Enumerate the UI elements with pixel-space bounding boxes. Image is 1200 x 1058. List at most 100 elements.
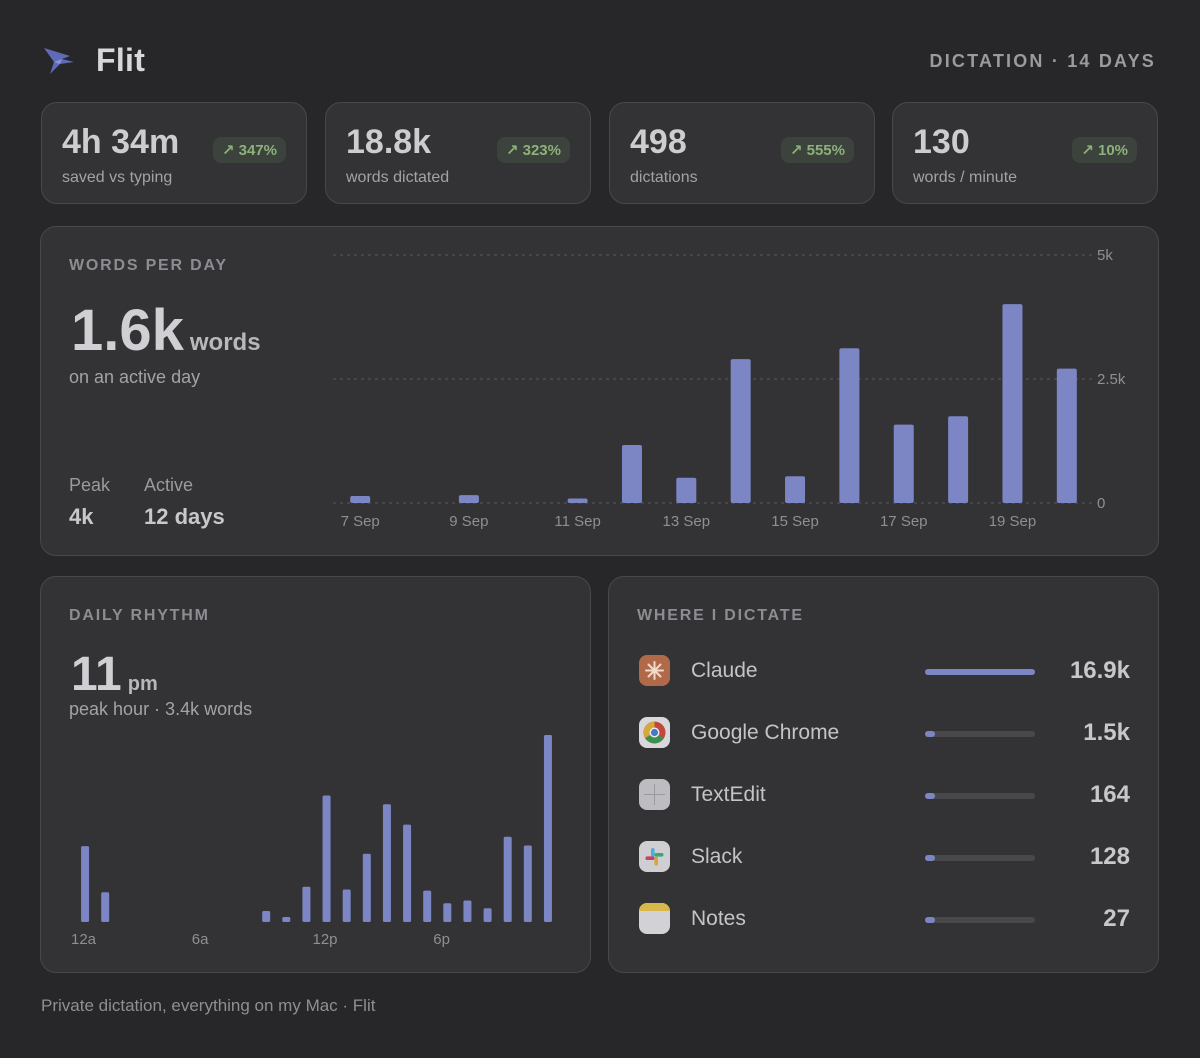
usage-bar: [925, 793, 1035, 799]
bar-15-sep: [785, 476, 806, 503]
app-name: TextEdit: [691, 783, 766, 806]
slack-icon: [639, 841, 670, 872]
flit-logo-icon: [40, 42, 76, 78]
footer-text: Private dictation, everything on my Mac …: [41, 996, 376, 1015]
stat-value: 130: [913, 123, 970, 161]
average-words-value: 1.6k words: [71, 297, 261, 364]
x-tick-label: 12p: [313, 931, 338, 948]
big-unit: words: [189, 329, 261, 356]
panel-title: WHERE I DICTATE: [637, 607, 804, 624]
x-tick-label: 13 Sep: [663, 513, 711, 530]
bar-18-sep: [948, 416, 969, 503]
x-tick-label: 7 Sep: [341, 513, 380, 530]
bar-9-sep: [458, 495, 479, 503]
date-range-label: DICTATION · 14 DAYS: [929, 51, 1156, 71]
bar-20-sep: [1056, 368, 1077, 503]
y-tick-label: 0: [1097, 495, 1105, 512]
bar-11-sep: [567, 498, 588, 503]
hour-bar-20: [483, 908, 492, 922]
hour-bar-11: [302, 886, 311, 922]
hour-bar-13: [342, 889, 351, 922]
chrome-icon: [639, 717, 670, 748]
peak-value: 4k: [69, 504, 94, 529]
usage-bar: [925, 855, 1035, 861]
notes-icon: [639, 903, 670, 934]
x-tick-label: 11 Sep: [554, 513, 600, 530]
y-tick-label: 2.5k: [1097, 371, 1126, 388]
stat-label: words / minute: [913, 169, 1018, 186]
hour-bar-0: [81, 846, 90, 922]
trend-badge: ↗ 347%: [212, 137, 286, 163]
app-name: Claude: [691, 659, 758, 682]
trend-badge: ↗ 323%: [496, 137, 570, 163]
where-i-dictate-panel: WHERE I DICTATE Claude 16.9k Google Chro…: [608, 576, 1159, 973]
app-value: 164: [1089, 781, 1130, 808]
stat-card-dictations: 498 dictations ↗ 555%: [609, 102, 875, 204]
y-tick-label: 5k: [1097, 247, 1113, 264]
usage-bar-fill: [925, 793, 935, 799]
usage-bar-fill: [925, 855, 935, 861]
panel-title: DAILY RHYTHM: [69, 607, 210, 624]
usage-bar: [925, 731, 1035, 737]
bar-16-sep: [839, 348, 860, 503]
stat-value: 4h 34m: [62, 123, 180, 161]
x-tick-label: 15 Sep: [771, 513, 819, 530]
stat-value: 18.8k: [346, 123, 432, 161]
panel-subtitle: peak hour · 3.4k words: [69, 699, 253, 719]
stat-label: saved vs typing: [62, 169, 173, 186]
usage-bar: [925, 669, 1035, 675]
textedit-icon: [639, 779, 670, 810]
daily-rhythm-panel: DAILY RHYTHM 11 pm peak hour · 3.4k words…: [40, 576, 591, 973]
app-value: 27: [1103, 905, 1130, 932]
app-name: Google Chrome: [691, 721, 840, 744]
trend-badge: ↗ 555%: [780, 137, 854, 163]
hour-bar-19: [463, 900, 472, 922]
peak-hour-value: 11 pm: [71, 647, 158, 702]
app-value: 128: [1089, 843, 1130, 870]
panel-subtitle: on an active day: [69, 367, 201, 387]
hour-bar-1: [101, 892, 110, 922]
hour-bar-23: [543, 735, 552, 922]
active-value: 12 days: [144, 504, 225, 529]
usage-bar: [925, 917, 1035, 923]
app-name: Notes: [691, 907, 746, 930]
big-number: 11: [71, 648, 122, 701]
hour-bar-9: [262, 911, 271, 922]
big-unit: pm: [127, 673, 158, 695]
hour-bar-16: [403, 824, 412, 922]
hour-bar-10: [282, 917, 291, 922]
stat-card-time-saved: 4h 34m saved vs typing ↗ 347%: [41, 102, 307, 204]
bar-17-sep: [893, 424, 914, 503]
hour-bar-18: [443, 903, 452, 922]
app-row-textedit: TextEdit 164: [609, 775, 1158, 815]
x-tick-label: 6a: [192, 931, 209, 948]
bar-7-sep: [350, 496, 371, 503]
active-label: Active: [144, 475, 194, 495]
bar-19-sep: [1002, 304, 1023, 503]
stat-card-words-dictated: 18.8k words dictated ↗ 323%: [325, 102, 591, 204]
usage-bar-fill: [925, 669, 1035, 675]
app-row-notes: Notes 27: [609, 899, 1158, 939]
words-per-day-panel: WORDS PER DAY 1.6k words on an active day…: [40, 226, 1159, 556]
app-value: 16.9k: [1069, 657, 1130, 684]
app-row-claude: Claude 16.9k: [609, 651, 1158, 691]
daily-rhythm-chart: 12a 6a 12p 6p: [71, 735, 552, 948]
hour-bar-15: [382, 804, 391, 922]
app-row-slack: Slack 128: [609, 837, 1158, 877]
stat-label: words dictated: [346, 169, 450, 186]
x-tick-label: 17 Sep: [880, 513, 928, 530]
usage-bar-fill: [925, 917, 935, 923]
hour-bar-12: [322, 795, 331, 922]
hour-bar-21: [503, 836, 512, 922]
panel-title: WORDS PER DAY: [69, 257, 228, 274]
big-number: 1.6k: [71, 298, 184, 363]
hour-bar-14: [362, 853, 371, 922]
stat-card-words-per-minute: 130 words / minute ↗ 10%: [892, 102, 1158, 204]
bar-14-sep: [730, 359, 751, 503]
x-tick-label: 19 Sep: [989, 513, 1037, 530]
stat-label: dictations: [630, 169, 698, 186]
app-value: 1.5k: [1083, 719, 1130, 746]
app-name: Slack: [691, 845, 743, 868]
hour-bar-17: [423, 890, 432, 922]
peak-label: Peak: [69, 475, 111, 495]
